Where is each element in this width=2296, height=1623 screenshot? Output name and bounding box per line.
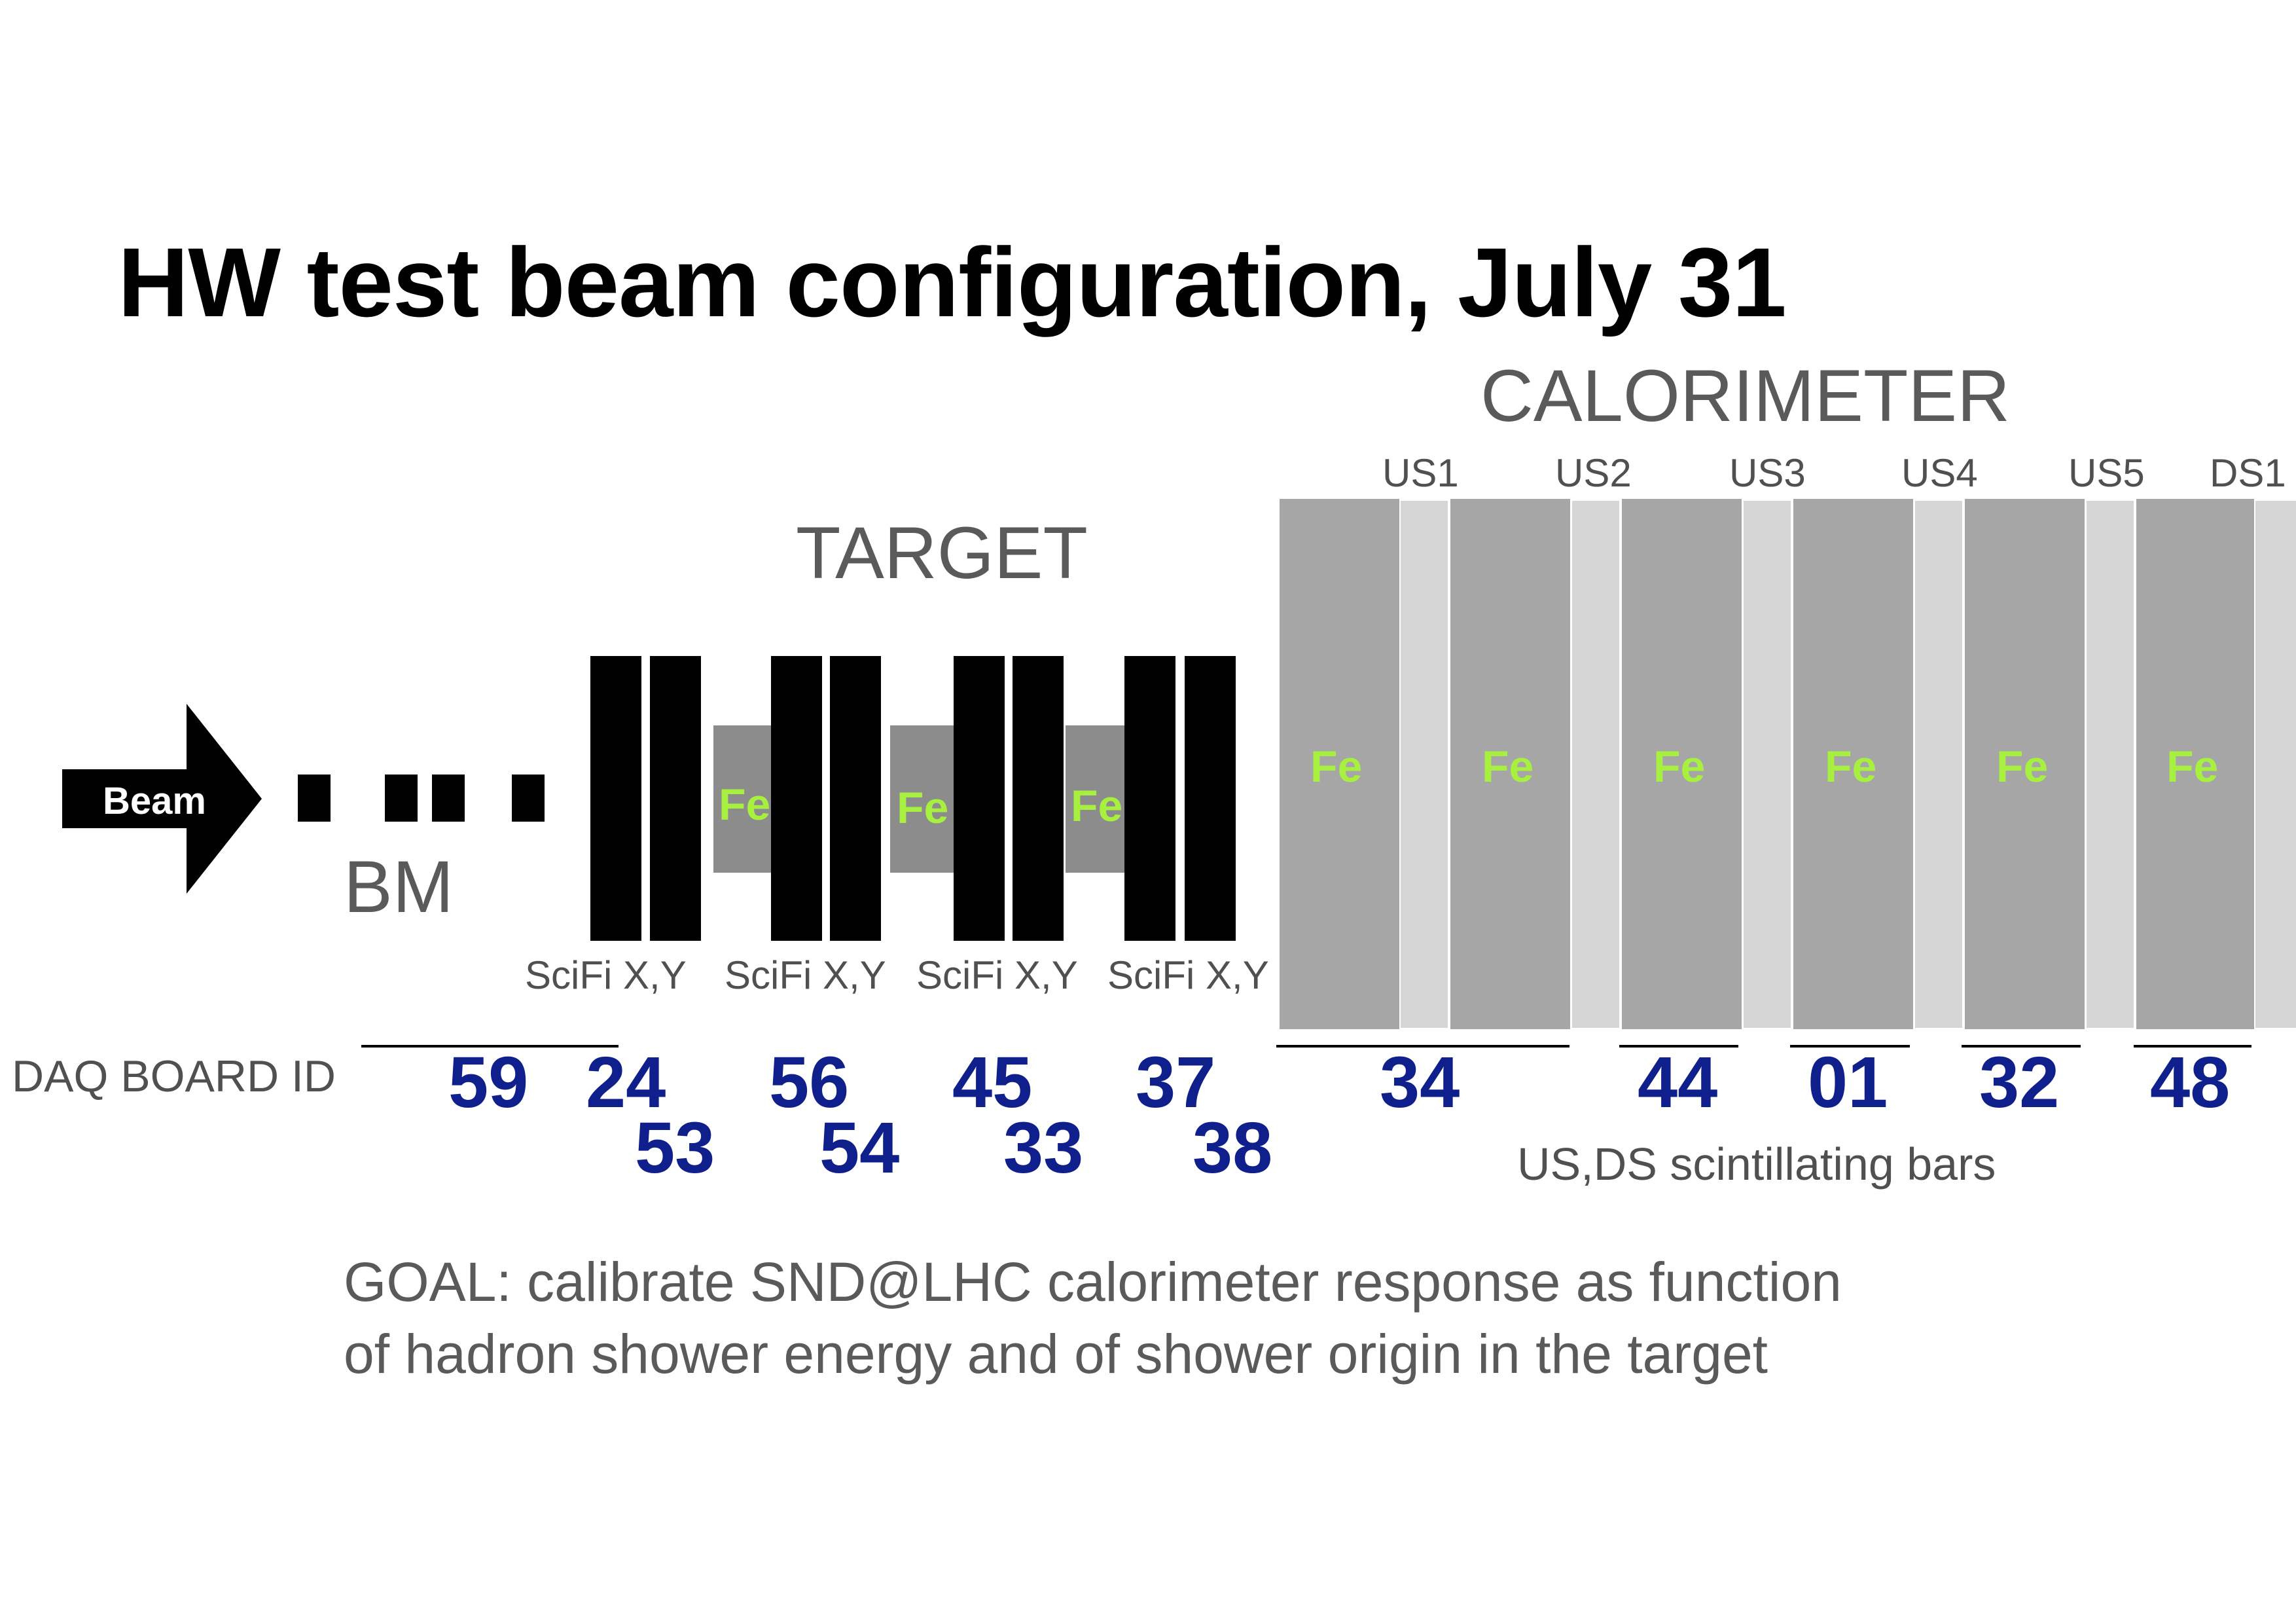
plane-label-ds1: DS1 xyxy=(2210,451,2286,495)
board-line-calo-5 xyxy=(2134,1045,2251,1048)
page-title: HW test beam configuration, July 31 xyxy=(118,227,1787,337)
scifi-plane-2a xyxy=(771,656,822,941)
scintillating-bars-label: US,DS scintillating bars xyxy=(1517,1139,1996,1190)
calo-fe-label-4: Fe xyxy=(1825,742,1877,792)
board-id-scifi-2-bottom: 54 xyxy=(819,1108,900,1188)
scintillator-us2 xyxy=(1572,501,1619,1028)
beam-label: Beam xyxy=(103,780,206,822)
scifi-label-2: SciFi X,Y xyxy=(725,953,886,997)
calo-fe-block-1 xyxy=(1280,499,1399,1029)
scifi-label-3: SciFi X,Y xyxy=(916,953,1078,997)
plane-label-us1: US1 xyxy=(1382,451,1459,495)
plane-label-us3: US3 xyxy=(1729,451,1806,495)
target-fe-label-1: Fe xyxy=(719,780,771,830)
scifi-plane-4b xyxy=(1185,656,1236,941)
scintillator-ds1 xyxy=(2255,501,2296,1028)
bm-label: BM xyxy=(344,846,454,928)
calo-fe-label-5: Fe xyxy=(1996,742,2049,792)
plane-label-us2: US2 xyxy=(1555,451,1632,495)
calo-fe-block-2 xyxy=(1450,499,1570,1029)
scintillator-us1 xyxy=(1401,501,1448,1028)
scifi-plane-1b xyxy=(650,656,701,941)
goal-line-2: of hadron shower energy and of shower or… xyxy=(344,1323,1768,1385)
board-id-calo-5: 48 xyxy=(2150,1042,2231,1123)
bm-block-4 xyxy=(512,775,545,822)
target-label: TARGET xyxy=(796,512,1088,594)
board-id-scifi-1-top: 24 xyxy=(586,1042,666,1123)
board-id-scifi-3-top: 45 xyxy=(952,1042,1033,1123)
calo-fe-block-6 xyxy=(2136,499,2254,1029)
scifi-plane-4a xyxy=(1124,656,1175,941)
target-fe-block-3 xyxy=(1066,725,1131,873)
scintillator-us3 xyxy=(1744,501,1791,1028)
calorimeter-label: CALORIMETER xyxy=(1480,355,2010,437)
beam-arrow-icon xyxy=(62,704,262,894)
board-id-scifi-3-bottom: 33 xyxy=(1003,1108,1084,1188)
scifi-plane-1a xyxy=(590,656,641,941)
bm-block-3 xyxy=(432,775,465,822)
target-fe-label-2: Fe xyxy=(897,783,949,833)
goal-line-1: GOAL: calibrate SND@LHC calorimeter resp… xyxy=(344,1251,1842,1313)
calo-fe-label-2: Fe xyxy=(1482,742,1534,792)
board-line-calo-4 xyxy=(1962,1045,2081,1048)
calo-fe-block-3 xyxy=(1622,499,1742,1029)
calo-fe-block-5 xyxy=(1965,499,2085,1029)
target-fe-block-2 xyxy=(890,725,956,873)
daq-board-id-label: DAQ BOARD ID xyxy=(12,1051,336,1101)
plane-label-us4: US4 xyxy=(1901,451,1978,495)
board-id-scifi-4-top: 37 xyxy=(1136,1042,1216,1123)
board-line-calo-3 xyxy=(1790,1045,1910,1048)
target-fe-block-1 xyxy=(713,725,779,873)
board-id-calo-4: 32 xyxy=(1979,1042,2060,1123)
board-id-calo-3: 01 xyxy=(1808,1042,1888,1123)
scifi-plane-3b xyxy=(1013,656,1064,941)
bm-block-2 xyxy=(385,775,418,822)
board-id-scifi-1-bottom: 53 xyxy=(635,1108,715,1188)
calo-fe-label-3: Fe xyxy=(1653,742,1706,792)
board-line-calo-1 xyxy=(1276,1045,1570,1048)
board-line-bm xyxy=(361,1045,619,1048)
board-id-calo-2: 44 xyxy=(1638,1042,1718,1123)
board-id-bm: 59 xyxy=(448,1042,529,1123)
plane-label-us5: US5 xyxy=(2068,451,2145,495)
scifi-plane-3a xyxy=(954,656,1005,941)
scifi-label-1: SciFi X,Y xyxy=(525,953,687,997)
bm-block-1 xyxy=(298,775,331,822)
board-id-scifi-4-bottom: 38 xyxy=(1193,1108,1273,1188)
board-line-calo-2 xyxy=(1619,1045,1738,1048)
scintillator-us5 xyxy=(2087,501,2134,1028)
calo-fe-label-1: Fe xyxy=(1310,742,1363,792)
scifi-label-4: SciFi X,Y xyxy=(1107,953,1269,997)
scintillator-us4 xyxy=(1915,501,1962,1028)
scifi-plane-2b xyxy=(830,656,881,941)
board-id-calo-1: 34 xyxy=(1380,1042,1460,1123)
board-id-scifi-2-top: 56 xyxy=(769,1042,850,1123)
calo-fe-label-6: Fe xyxy=(2166,742,2219,792)
target-fe-label-3: Fe xyxy=(1071,781,1123,831)
calo-fe-block-4 xyxy=(1793,499,1913,1029)
